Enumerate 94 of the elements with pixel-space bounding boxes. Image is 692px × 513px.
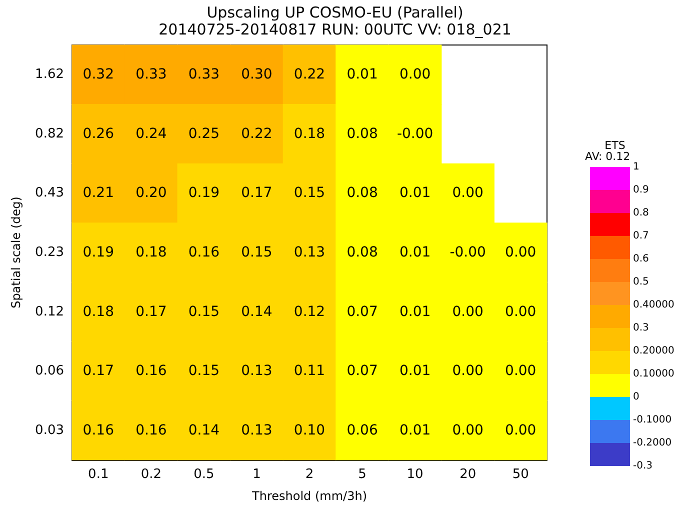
data-label: 0.33 <box>188 66 220 83</box>
y-tick-label: 0.82 <box>35 126 64 142</box>
color-bar-label: 0.6 <box>633 254 649 264</box>
data-label: 0.01 <box>399 422 431 438</box>
color-bar-label: -0.1000 <box>633 414 672 426</box>
data-label: 0.17 <box>136 304 167 320</box>
data-label: 0.15 <box>188 363 220 380</box>
data-label: 0.17 <box>82 363 114 380</box>
data-label: 0.00 <box>452 363 484 380</box>
data-label: 0.18 <box>82 304 114 320</box>
data-label: 0.14 <box>188 422 220 438</box>
data-label: 0.26 <box>82 126 114 142</box>
data-label: 0.32 <box>82 66 114 83</box>
y-tick-label: 0.06 <box>35 364 64 379</box>
color-bar-label: -0.3 <box>633 460 653 472</box>
data-label: 0.11 <box>294 363 326 380</box>
data-label: 0.07 <box>346 363 378 380</box>
color-bar-label: 0.20000 <box>633 346 674 356</box>
data-label: 0.00 <box>452 304 484 320</box>
data-label: 0.12 <box>294 304 326 320</box>
y-axis-title: Spatial scale (deg) <box>9 196 23 308</box>
data-label: 0.21 <box>82 185 114 202</box>
y-tick-label: 0.43 <box>35 186 64 201</box>
x-tick-label: 0.2 <box>140 467 162 482</box>
color-bar-label: -0.2000 <box>633 438 672 448</box>
data-label: 0.25 <box>188 126 220 142</box>
data-label: 0.33 <box>136 66 167 83</box>
color-bar-label: 0.3 <box>633 322 649 334</box>
data-label: 0.08 <box>346 126 378 142</box>
data-label: 0.30 <box>241 66 272 83</box>
data-label: 0.15 <box>188 304 220 320</box>
x-tick-label: 20 <box>460 467 476 482</box>
x-tick-label: 10 <box>406 467 424 482</box>
data-label: 0.00 <box>505 244 536 260</box>
data-label: 0.16 <box>188 244 220 260</box>
data-label: 0.17 <box>241 185 272 202</box>
x-tick-label: 5 <box>358 467 366 482</box>
x-tick-label: 0.5 <box>194 467 214 482</box>
text: AV: 0.12 <box>585 150 630 163</box>
color-bar-label: 0 <box>633 392 640 402</box>
data-label: 0.01 <box>399 185 431 202</box>
y-tick-label: 0.03 <box>35 422 64 438</box>
x-tick-label: 0.1 <box>88 467 109 482</box>
data-label: 0.16 <box>136 363 167 380</box>
data-label: 0.18 <box>294 126 326 142</box>
data-label: 0.18 <box>136 244 167 260</box>
x-axis-title: Threshold (mm/3h) <box>251 489 367 503</box>
data-label: -0.00 <box>450 244 486 260</box>
data-label: 0.19 <box>82 244 114 260</box>
data-label: 0.13 <box>294 244 326 260</box>
chart-title: Upscaling UP COSMO-EU (Parallel) <box>206 4 464 22</box>
data-label: 0.01 <box>399 244 431 260</box>
data-label: 0.00 <box>399 66 431 83</box>
data-label: 0.01 <box>399 304 431 320</box>
data-label: 0.00 <box>505 422 536 438</box>
data-label: 0.15 <box>294 185 326 202</box>
color-bar-title: ETS <box>604 139 626 152</box>
y-tick-label: 1.62 <box>35 67 64 82</box>
data-label: 0.10 <box>294 422 326 438</box>
data-label: 0.13 <box>241 422 272 438</box>
data-label: 0.13 <box>241 363 272 380</box>
data-label: 0.07 <box>346 304 378 320</box>
data-label: 0.00 <box>452 422 484 438</box>
color-bar-label: 0.9 <box>633 184 649 196</box>
y-tick-label: 0.23 <box>35 245 64 260</box>
data-label: 0.06 <box>346 422 378 438</box>
data-label: 0.19 <box>188 185 220 202</box>
y-tick-label: 0.12 <box>35 304 64 320</box>
x-tick-label: 50 <box>512 467 529 482</box>
data-label: 0.00 <box>505 363 536 380</box>
data-label: 0.20 <box>136 185 167 202</box>
x-tick-label: 2 <box>305 467 314 482</box>
data-label: 0.01 <box>399 363 431 380</box>
data-label: 0.15 <box>241 244 272 260</box>
data-label: -0.00 <box>396 126 434 142</box>
x-tick-label: 1 <box>252 467 261 482</box>
data-label: 0.08 <box>346 185 378 202</box>
color-bar-label: 0.5 <box>633 276 649 288</box>
data-label: 0.22 <box>241 126 272 142</box>
data-label: 0.22 <box>294 66 326 83</box>
data-label: 0.14 <box>241 304 272 320</box>
color-bar-label: 0.8 <box>633 208 649 218</box>
data-label: 0.16 <box>82 422 114 438</box>
data-label: 0.16 <box>136 422 167 438</box>
data-label: 0.00 <box>452 185 484 202</box>
data-label: 0.24 <box>136 126 167 142</box>
chart-subtitle: 20140725-20140817 RUN: 00UTC VV: 018_021 <box>158 20 512 38</box>
data-label: 0.08 <box>346 244 378 260</box>
color-bar-label: 0.40000 <box>633 300 674 310</box>
color-bar-label: 1 <box>633 162 640 172</box>
color-bar-label: 0.10000 <box>633 368 674 380</box>
color-bar-label: 0.7 <box>633 230 649 242</box>
data-label: 0.00 <box>505 304 536 320</box>
data-label: 0.01 <box>346 66 378 83</box>
